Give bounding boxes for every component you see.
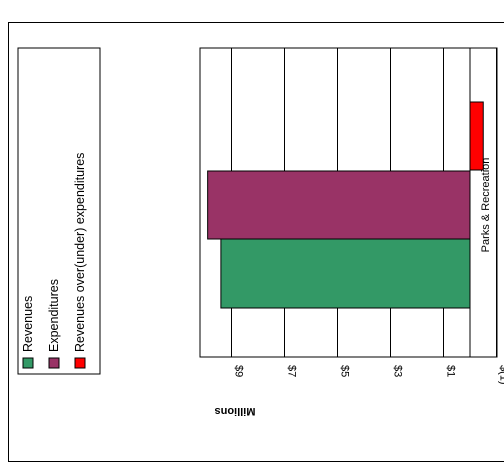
tick-label-2: $3 xyxy=(392,365,404,377)
bars xyxy=(208,102,484,308)
legend-label-1: Expenditures xyxy=(47,279,61,352)
bar-expenditures xyxy=(208,171,470,239)
tick-label-5: $9 xyxy=(233,365,245,377)
legend-swatch-0 xyxy=(23,358,33,368)
legend-label-2: Revenues over(under) expenditures xyxy=(73,153,87,352)
legend-swatch-2 xyxy=(75,358,85,368)
axis-titles: Millions xyxy=(215,405,256,417)
category-label-0: Parks & Recreation xyxy=(480,158,492,253)
tick-label-0: $(1) xyxy=(498,365,504,385)
bar-chart: $(1) $1 $3 $5 $7 $9 Parks & Recreation Millio… xyxy=(0,0,504,450)
legend: Revenues Expenditures Revenues over(under)… xyxy=(18,48,100,374)
tick-label-1: $1 xyxy=(445,365,457,377)
tick-label-3: $5 xyxy=(339,365,351,377)
tick-label-4: $7 xyxy=(286,365,298,377)
legend-swatch-1 xyxy=(49,358,59,368)
value-axis-title: Millions xyxy=(215,405,256,417)
category-labels: Parks & Recreation xyxy=(480,158,492,253)
tick-labels: $(1) $1 $3 $5 $7 $9 xyxy=(233,365,504,385)
bar-revenues xyxy=(221,239,470,308)
legend-label-0: Revenues xyxy=(21,296,35,352)
